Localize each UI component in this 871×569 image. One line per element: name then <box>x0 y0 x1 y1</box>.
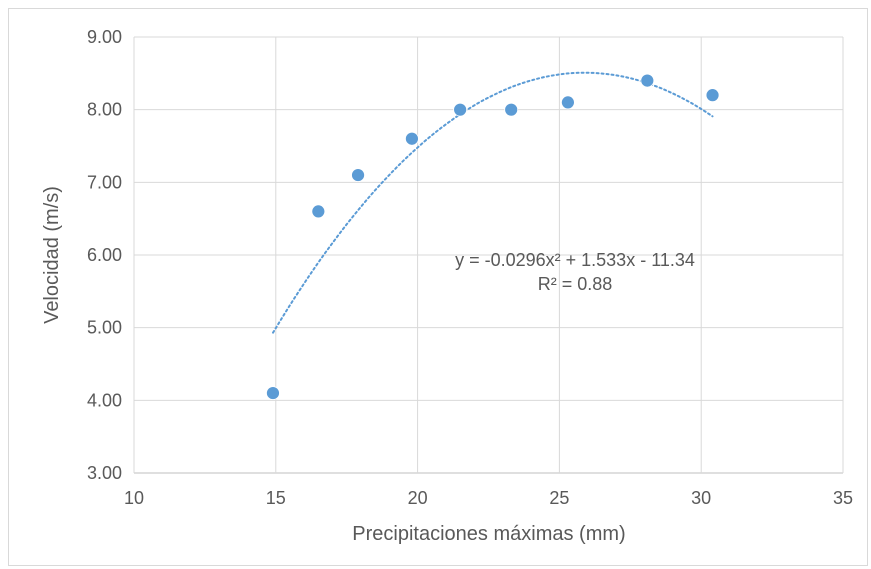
y-tick-label: 3.00 <box>87 463 122 483</box>
x-tick-label: 10 <box>124 488 144 508</box>
y-tick-label: 5.00 <box>87 318 122 338</box>
trendline <box>272 71 714 334</box>
x-tick-label: 30 <box>691 488 711 508</box>
data-point <box>640 73 655 88</box>
x-tick-label: 35 <box>833 488 853 508</box>
data-point <box>311 204 326 219</box>
x-tick-label: 20 <box>408 488 428 508</box>
y-axis-title: Velocidad (m/s) <box>41 186 63 324</box>
data-point <box>561 95 575 110</box>
y-tick-label: 4.00 <box>87 390 122 410</box>
y-tick-label: 9.00 <box>87 27 122 47</box>
y-tick-label: 8.00 <box>87 100 122 120</box>
gridlines <box>133 36 844 474</box>
y-axis-ticks: 3.00 4.00 5.00 6.00 7.00 8.00 9.00 <box>87 27 122 483</box>
data-point <box>705 88 720 103</box>
x-axis-title: Precipitaciones máximas (mm) <box>352 523 625 545</box>
trendline-r-squared: R² = 0.88 <box>538 274 613 294</box>
x-tick-label: 25 <box>549 488 569 508</box>
x-tick-label: 15 <box>266 488 286 508</box>
data-point <box>453 102 468 117</box>
y-tick-label: 6.00 <box>87 245 122 265</box>
data-point <box>351 168 365 182</box>
data-point <box>405 131 419 146</box>
data-points <box>266 73 720 400</box>
y-tick-label: 7.00 <box>87 172 122 192</box>
trendline-path <box>272 71 714 334</box>
x-axis-ticks: 10 15 20 25 30 35 <box>124 488 853 508</box>
data-point <box>504 102 519 117</box>
trendline-equation: y = -0.0296x² + 1.533x - 11.34 <box>455 250 695 270</box>
data-point <box>266 386 280 400</box>
